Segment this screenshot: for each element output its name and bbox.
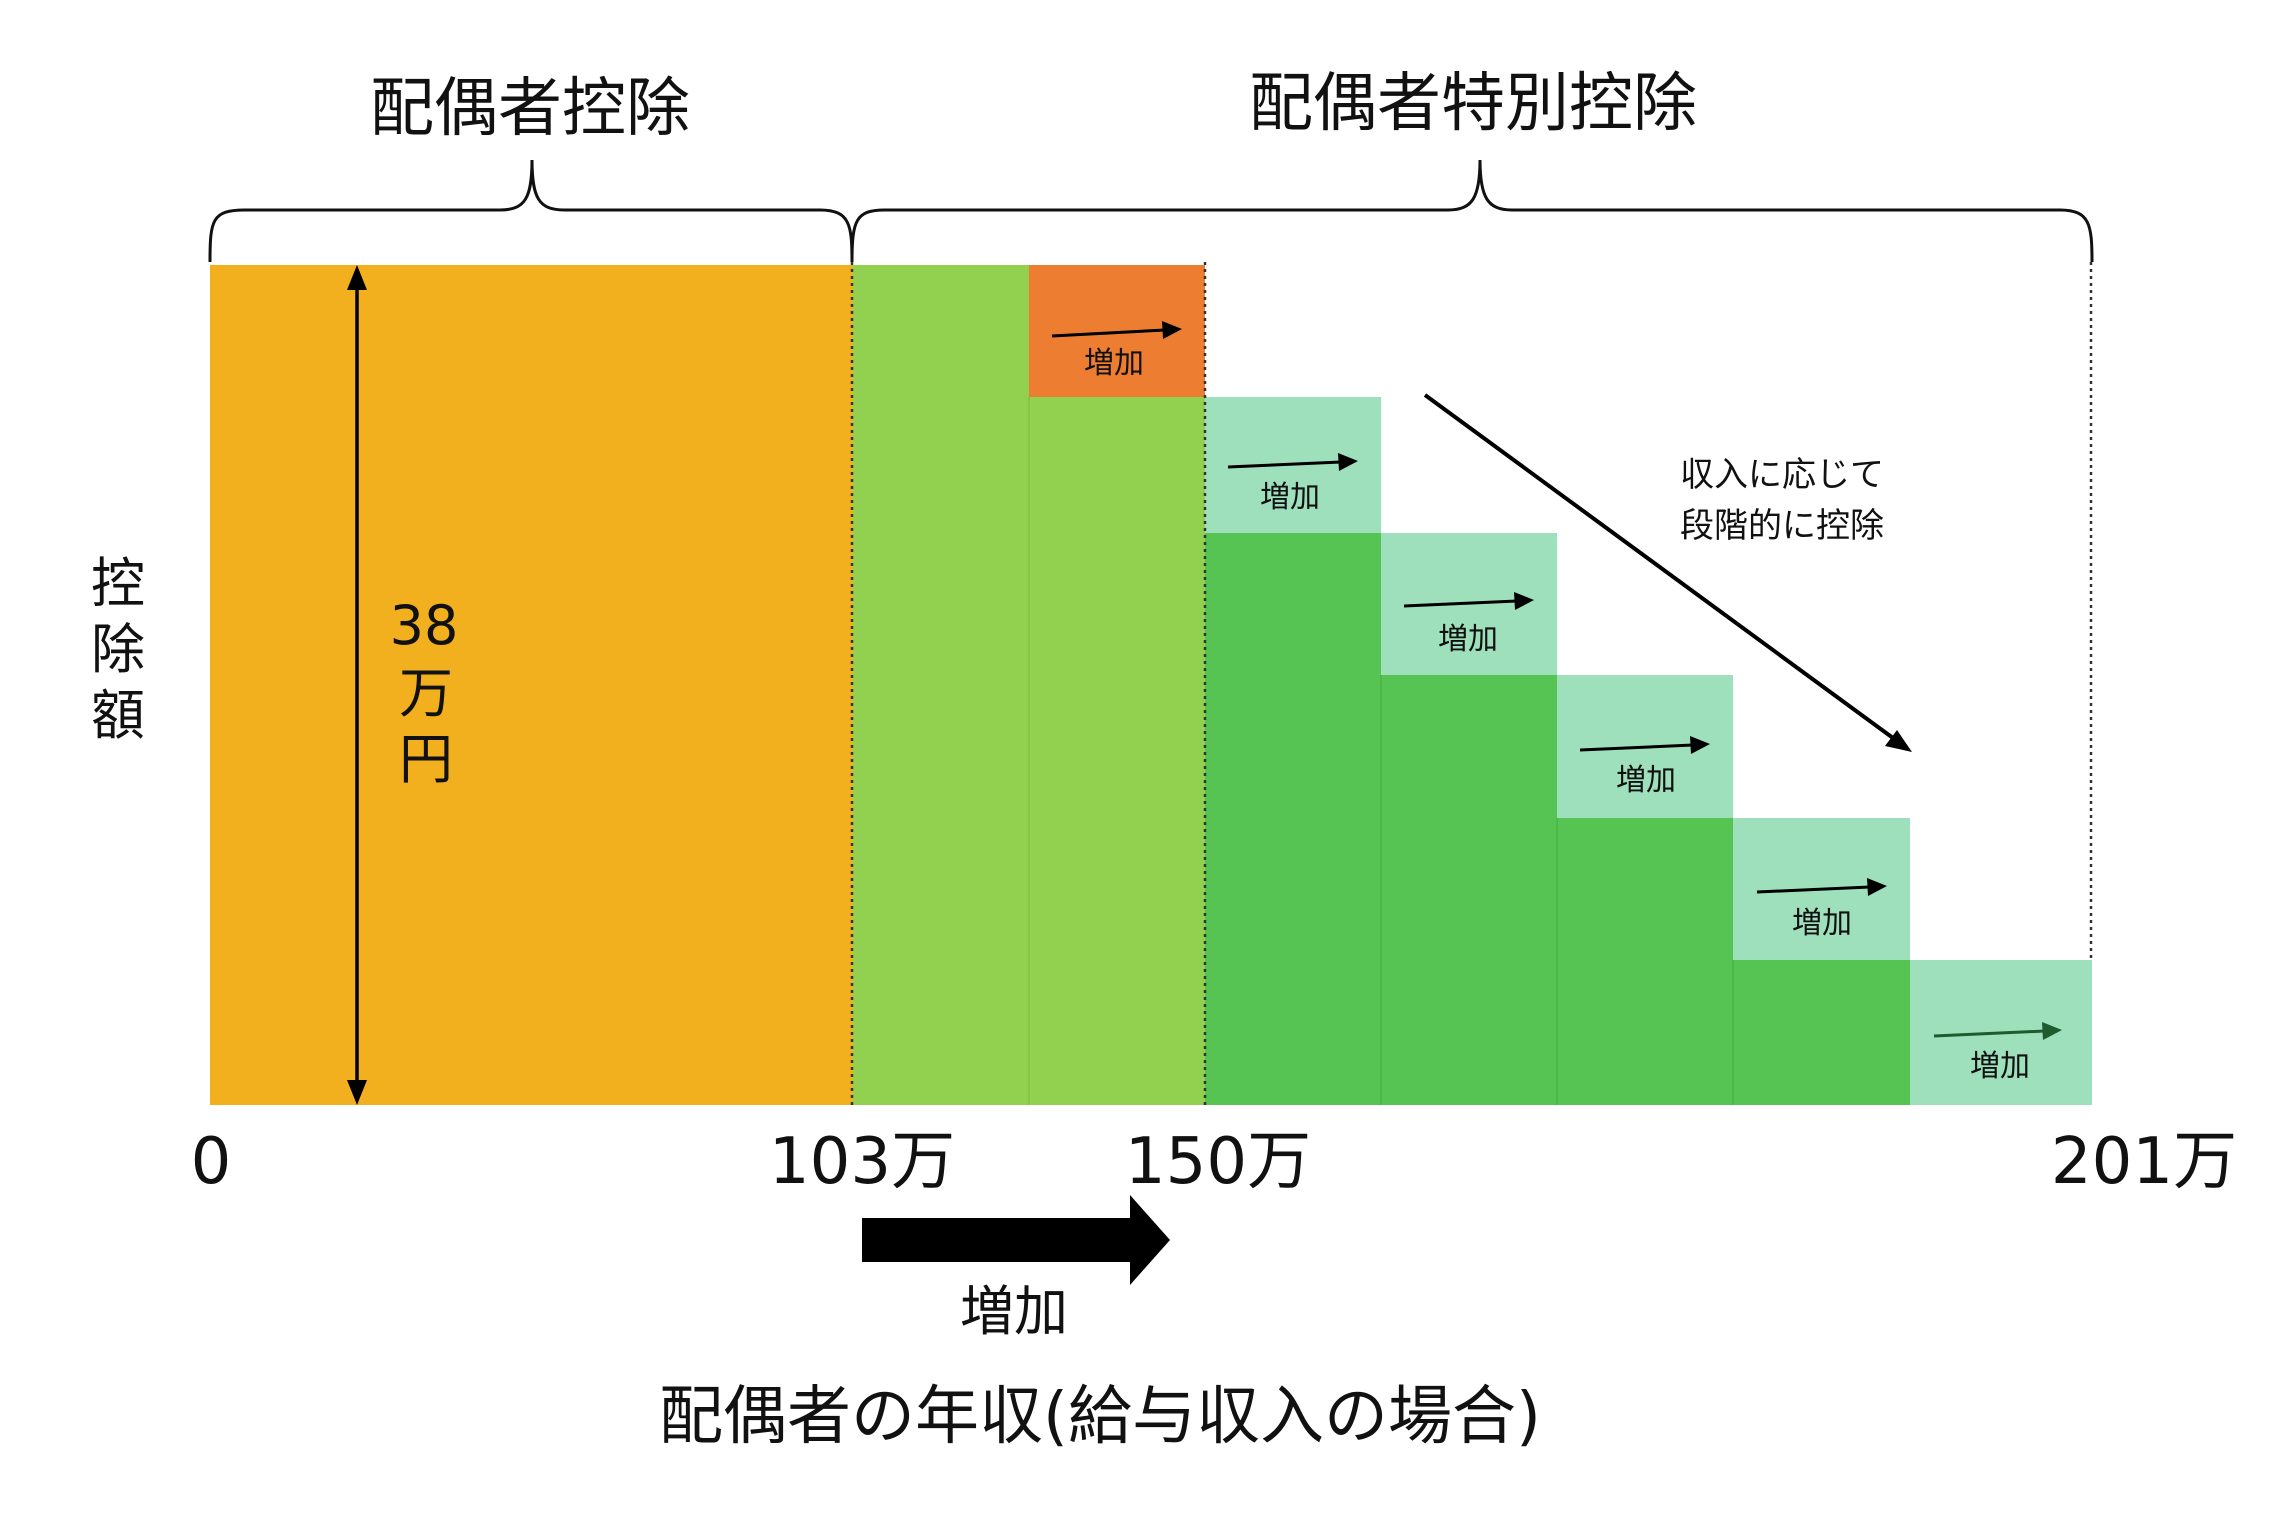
heading-special-spouse-deduction: 配偶者特別控除 [1249, 67, 1697, 141]
x-tick-150: 150万 [1125, 1125, 1311, 1199]
mint-cell-arrow-3 [1579, 736, 1710, 754]
light-green-block-1 [853, 265, 1029, 1105]
mint-cell-label-2: 増加 [1438, 622, 1498, 657]
x-axis-title: 配偶者の年収(給与収入の場合) [659, 1380, 1541, 1454]
x-tick-0: 0 [191, 1125, 232, 1199]
heading-spouse-deduction: 配偶者控除 [370, 72, 690, 146]
mint-cell-arrow-2 [1403, 592, 1534, 610]
diagonal-arrow-head [1885, 730, 1912, 752]
spouse-deduction-block [210, 265, 853, 1105]
amount-unit-man: 万 [399, 662, 453, 725]
amount-arrow-head-bottom [347, 1080, 367, 1105]
y-axis-label-2: 除 [91, 618, 145, 681]
mint-cell-arrow-5 [1933, 1022, 2062, 1040]
light-green-block-2 [1029, 397, 1205, 1105]
dark-green-step-2 [1381, 675, 1557, 1105]
annotation-line-2: 段階的に控除 [1680, 506, 1884, 546]
amount-number: 38 [390, 594, 459, 657]
y-axis-label-3: 額 [91, 684, 145, 747]
bottom-increase-arrow [862, 1195, 1170, 1285]
dark-green-step-3 [1557, 818, 1733, 1105]
dark-green-step-4 [1733, 960, 1910, 1105]
mint-cell-arrow-4 [1756, 878, 1887, 896]
amount-arrow-head-top [347, 265, 367, 290]
orange-cell-arrow [1051, 321, 1182, 339]
x-tick-103: 103万 [769, 1125, 955, 1199]
mint-cell-label-1: 増加 [1260, 480, 1320, 515]
mint-cell-label-4: 増加 [1792, 906, 1852, 941]
left-brace [208, 159, 854, 263]
amount-unit-yen: 円 [399, 728, 453, 791]
diagonal-arrow [1423, 393, 1895, 740]
mint-cell-label-5: 増加 [1970, 1049, 2030, 1084]
mint-cell-arrow-1 [1227, 453, 1358, 471]
bottom-increase-label: 増加 [960, 1280, 1068, 1343]
right-brace [850, 159, 2094, 263]
x-tick-201: 201万 [2051, 1125, 2237, 1199]
orange-cell-label: 増加 [1084, 346, 1144, 381]
annotation-line-1: 収入に応じて [1680, 455, 1884, 495]
y-axis-label-1: 控 [91, 552, 145, 615]
mint-cell-label-3: 増加 [1616, 763, 1676, 798]
dark-green-step-1 [1205, 533, 1381, 1105]
